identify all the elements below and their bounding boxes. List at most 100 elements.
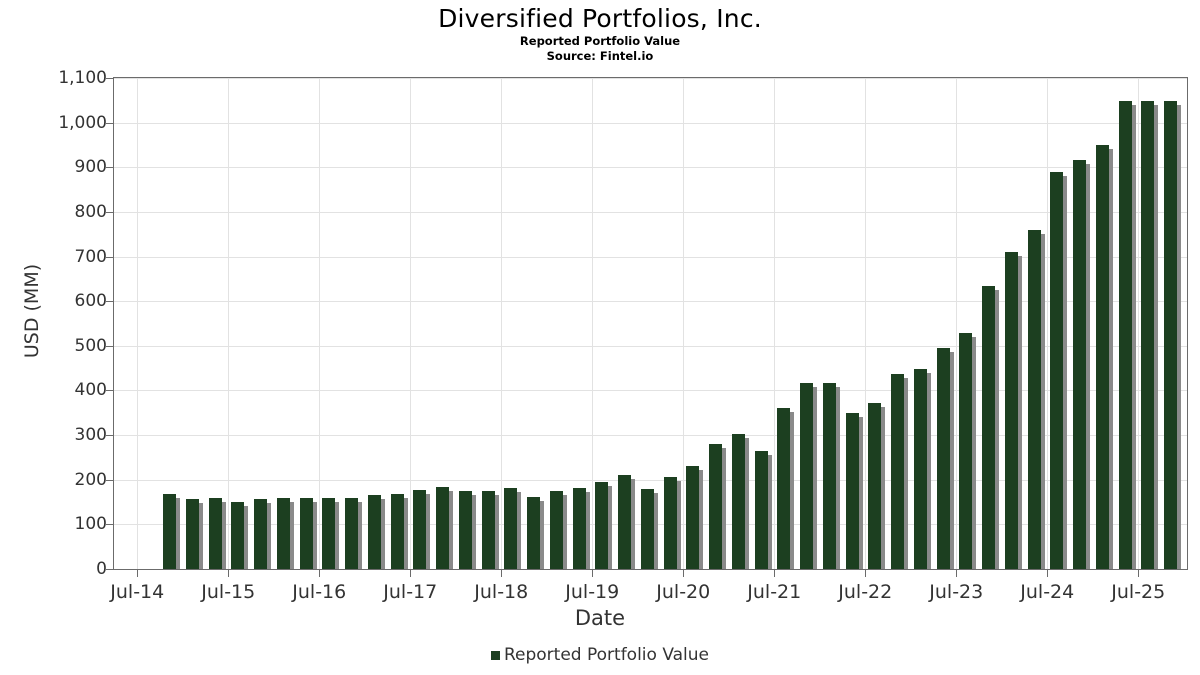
x-tick-label: Jul-25 xyxy=(1111,581,1166,603)
bar xyxy=(959,332,977,569)
bar xyxy=(254,498,271,569)
y-axis-title: USD (MM) xyxy=(21,263,43,359)
bar-body xyxy=(845,412,859,569)
x-tick-mark xyxy=(137,570,139,577)
bar-body xyxy=(436,487,449,569)
chart-title: Diversified Portfolios, Inc. xyxy=(438,4,762,33)
gridline xyxy=(228,78,230,569)
gridline xyxy=(319,78,321,569)
bar-series-reported-portfolio-value xyxy=(114,78,1187,569)
chart-subtitle: Reported Portfolio Value xyxy=(519,34,681,48)
y-tick-label: 600 xyxy=(74,291,107,312)
bar xyxy=(208,498,226,569)
bar-body xyxy=(754,450,768,569)
bar-body xyxy=(959,332,973,569)
bar xyxy=(549,490,567,569)
y-tick-mark xyxy=(106,479,113,481)
x-tick-label: Jul-23 xyxy=(929,581,984,603)
bar-body xyxy=(913,369,927,569)
gridline xyxy=(683,78,685,569)
bar-body xyxy=(527,497,540,569)
bar-body xyxy=(1073,160,1086,569)
bar xyxy=(1073,160,1090,569)
bar-body xyxy=(731,433,745,569)
chart-source: Source: Fintel.io xyxy=(546,49,654,63)
chart-legend: Reported Portfolio Value xyxy=(0,646,1200,664)
bar xyxy=(458,491,476,569)
bar xyxy=(982,286,999,569)
bar xyxy=(276,498,294,569)
bar-body xyxy=(1141,100,1155,569)
y-tick-mark xyxy=(106,524,113,526)
x-tick-mark xyxy=(319,570,321,577)
gridline xyxy=(114,479,1187,481)
gridline xyxy=(114,345,1187,347)
x-axis-title: Date xyxy=(574,606,626,630)
x-tick-mark xyxy=(592,570,594,577)
bar-body xyxy=(458,491,472,569)
gridline xyxy=(114,211,1187,213)
gridline xyxy=(1138,78,1140,569)
bar xyxy=(367,495,385,569)
bar-body xyxy=(1050,171,1064,569)
bar-body xyxy=(322,498,336,569)
bar-body xyxy=(276,498,290,569)
bar xyxy=(185,498,203,569)
bar-body xyxy=(1004,251,1018,569)
bar xyxy=(504,488,522,569)
y-tick-label: 800 xyxy=(74,201,107,222)
y-tick-label: 400 xyxy=(74,380,107,401)
gridline xyxy=(114,167,1187,169)
bar xyxy=(800,383,817,569)
bar xyxy=(777,407,795,569)
bar-body xyxy=(549,490,563,569)
bar-body xyxy=(208,498,222,569)
y-tick-label: 900 xyxy=(74,157,107,178)
y-tick-mark xyxy=(106,390,113,392)
x-tick-label: Jul-14 xyxy=(110,581,165,603)
bar xyxy=(390,494,408,569)
x-tick-mark xyxy=(683,570,685,577)
x-tick-label: Jul-24 xyxy=(1020,581,1075,603)
gridline xyxy=(137,78,139,569)
y-tick-mark xyxy=(106,435,113,437)
bar-body xyxy=(686,465,700,569)
bar xyxy=(913,369,931,569)
bar xyxy=(413,490,431,569)
x-tick-label: Jul-15 xyxy=(201,581,256,603)
bar xyxy=(1164,100,1181,569)
y-tick-label: 1,100 xyxy=(58,68,107,88)
bar-body xyxy=(1095,145,1109,569)
bar-body xyxy=(504,488,518,569)
bar-body xyxy=(481,491,495,569)
gridline xyxy=(114,256,1187,258)
gridline xyxy=(410,78,412,569)
x-tick-mark xyxy=(956,570,958,577)
bar xyxy=(640,489,658,569)
bar-body xyxy=(663,476,677,569)
bar xyxy=(231,501,249,569)
bar-body xyxy=(777,407,791,569)
x-tick-mark xyxy=(410,570,412,577)
bar xyxy=(1004,251,1022,569)
gridline xyxy=(1047,78,1049,569)
bar-body xyxy=(868,403,882,569)
bar-body xyxy=(1118,100,1132,569)
bar xyxy=(299,498,317,569)
legend-item-label: Reported Portfolio Value xyxy=(503,645,710,665)
bar-body xyxy=(800,383,813,569)
bar-body xyxy=(163,494,176,569)
gridline xyxy=(865,78,867,569)
bar-body xyxy=(299,498,313,569)
x-tick-label: Jul-16 xyxy=(292,581,347,603)
y-tick-mark xyxy=(106,211,113,213)
y-tick-label: 1,000 xyxy=(58,112,107,133)
bar-body xyxy=(891,374,904,569)
bar-body xyxy=(345,498,358,569)
y-tick-label: 0 xyxy=(96,559,107,579)
y-tick-mark xyxy=(106,256,113,258)
bar xyxy=(845,412,863,569)
gridline xyxy=(501,78,503,569)
bar-body xyxy=(367,495,381,569)
bar-body xyxy=(982,286,995,569)
